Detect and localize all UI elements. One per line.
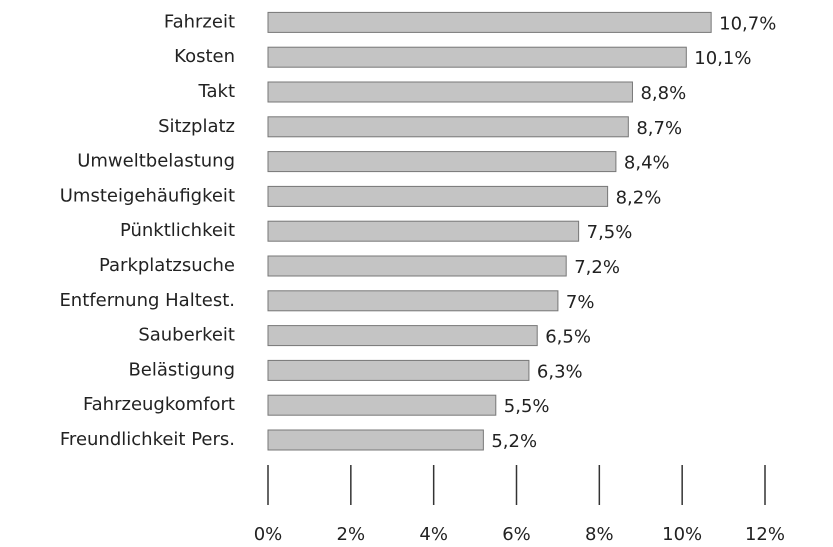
value-label: 6,5% <box>545 327 591 348</box>
bar <box>267 46 687 68</box>
y-tick-label: Parkplatzsuche <box>99 255 235 276</box>
value-label: 8,2% <box>616 187 662 208</box>
bar <box>267 359 530 381</box>
y-tick-label: Fahrzeugkomfort <box>83 394 235 415</box>
x-tick-label: 12% <box>745 524 785 545</box>
y-tick-label: Umweltbelastung <box>77 151 235 172</box>
y-tick-label: Fahrzeit <box>164 11 235 32</box>
bar <box>267 325 538 347</box>
value-label: 7,5% <box>587 222 633 243</box>
bar <box>267 11 712 33</box>
bar <box>267 151 617 173</box>
y-tick-label: Pünktlichkeit <box>120 220 235 241</box>
y-tick-label: Takt <box>197 81 235 102</box>
x-tick-label: 2% <box>337 524 366 545</box>
y-tick-label: Kosten <box>174 46 235 67</box>
y-tick-label: Entfernung Haltest. <box>59 290 235 311</box>
y-tick-label: Sitzplatz <box>158 116 235 137</box>
bar <box>267 81 633 103</box>
value-label: 7,2% <box>574 257 620 278</box>
x-tick-label: 6% <box>502 524 531 545</box>
bar <box>267 220 580 242</box>
y-tick-label: Freundlichkeit Pers. <box>60 429 235 450</box>
y-tick-label: Umsteigehäufigkeit <box>60 185 235 206</box>
value-label: 6,3% <box>537 361 583 382</box>
value-label: 10,7% <box>719 13 776 34</box>
value-label: 8,7% <box>636 118 682 139</box>
y-tick-label: Sauberkeit <box>138 325 235 346</box>
x-tick-label: 10% <box>662 524 702 545</box>
x-tick-label: 8% <box>585 524 614 545</box>
value-label: 7% <box>566 292 595 313</box>
value-label: 8,8% <box>640 83 686 104</box>
bar <box>267 185 609 207</box>
bar <box>267 116 629 138</box>
value-label: 5,2% <box>491 431 537 452</box>
value-label: 10,1% <box>694 48 751 69</box>
x-tick-label: 4% <box>419 524 448 545</box>
bar <box>267 255 567 277</box>
value-label: 8,4% <box>624 153 670 174</box>
value-label: 5,5% <box>504 396 550 417</box>
x-tick-label: 0% <box>254 524 283 545</box>
y-tick-label: Belästigung <box>128 359 235 380</box>
bar <box>267 429 484 451</box>
bar <box>267 394 497 416</box>
bar <box>267 290 559 312</box>
